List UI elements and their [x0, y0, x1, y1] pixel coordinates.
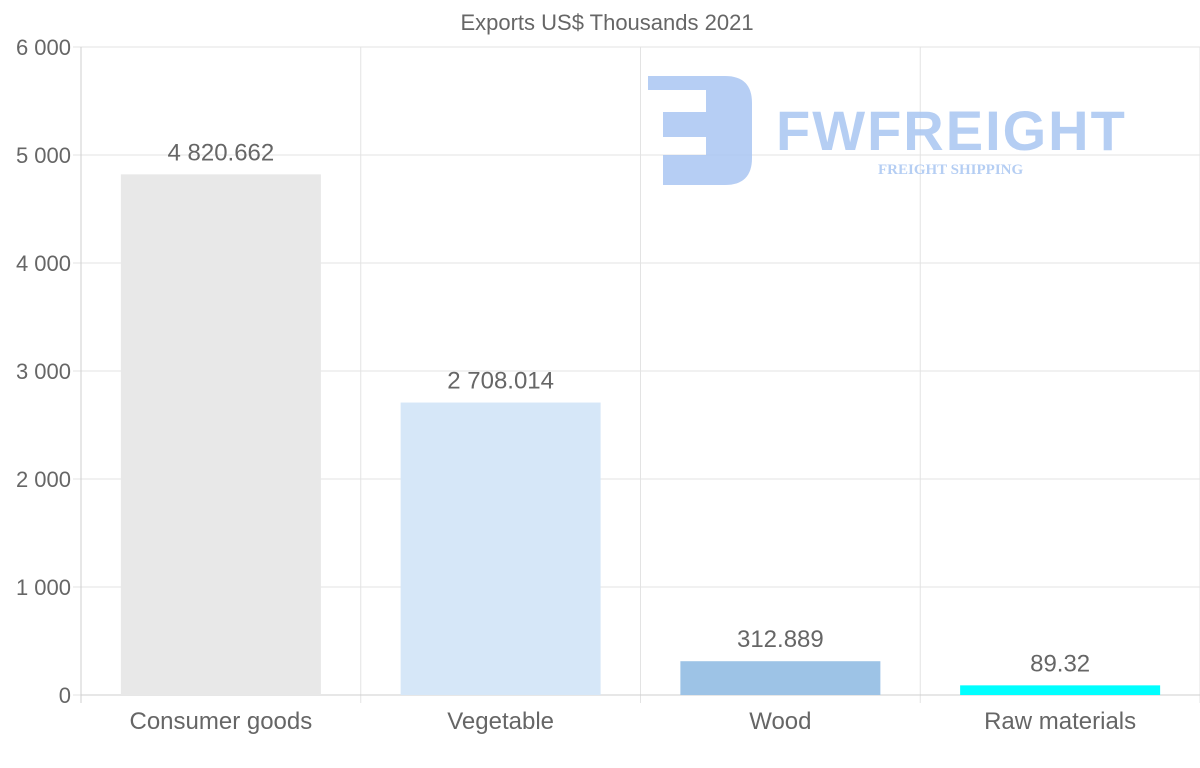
x-tick-label: Raw materials — [984, 708, 1136, 735]
bar-raw-materials — [960, 685, 1161, 695]
x-tick-label: Vegetable — [447, 708, 554, 735]
svg-text:FWFREIGHT: FWFREIGHT — [776, 99, 1127, 162]
bar-vegetable — [400, 402, 601, 695]
data-label: 89.32 — [1030, 650, 1090, 677]
y-tick-label: 4 000 — [16, 251, 71, 276]
bar-wood — [680, 661, 881, 695]
x-tick-label: Consumer goods — [129, 708, 312, 735]
bar-consumer-goods — [120, 174, 321, 695]
y-tick-label: 6 000 — [16, 35, 71, 60]
y-tick-label: 1 000 — [16, 575, 71, 600]
y-tick-label: 5 000 — [16, 143, 71, 168]
bars — [120, 174, 1161, 695]
watermark-logo: FWFREIGHT FREIGHT SHIPPING — [648, 76, 1127, 185]
y-tick-label: 2 000 — [16, 467, 71, 492]
data-label: 312.889 — [737, 626, 824, 653]
y-tick-label: 3 000 — [16, 359, 71, 384]
data-label: 4 820.662 — [167, 139, 274, 166]
y-tick-label: 0 — [59, 683, 71, 708]
x-tick-label: Wood — [749, 708, 811, 735]
chart-title: Exports US$ Thousands 2021 — [460, 10, 753, 35]
data-label: 2 708.014 — [447, 368, 554, 395]
svg-text:FREIGHT SHIPPING: FREIGHT SHIPPING — [878, 162, 1023, 178]
